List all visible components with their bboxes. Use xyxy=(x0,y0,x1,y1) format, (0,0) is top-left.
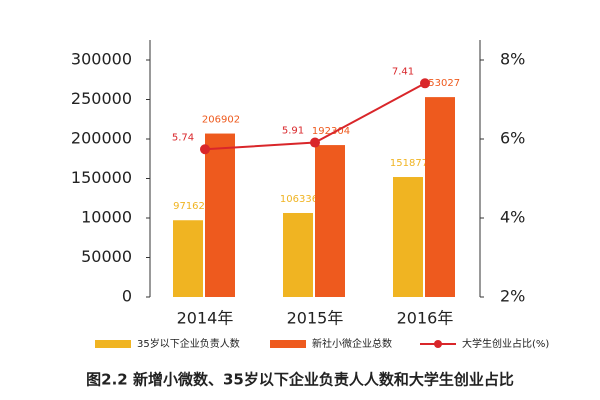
line-marker xyxy=(200,144,210,155)
bar xyxy=(315,145,345,297)
legend-label: 新社小微企业总数 xyxy=(312,337,392,350)
y-tick-label: 0 xyxy=(122,287,132,306)
y-tick-label: 50000 xyxy=(81,247,132,266)
bar-value-label: 253027 xyxy=(422,78,460,89)
y-tick-label: 10000 xyxy=(81,208,132,227)
x-tick-label: 2015年 xyxy=(287,309,344,328)
bar-value-label: 192304 xyxy=(312,126,350,137)
y2-tick-label: 6% xyxy=(500,129,525,148)
line-marker xyxy=(310,137,320,148)
bar xyxy=(425,97,455,297)
x-tick-label: 2016年 xyxy=(397,309,454,328)
bar xyxy=(173,220,203,297)
y-tick-label: 150000 xyxy=(71,168,132,187)
y-tick-label: 200000 xyxy=(71,129,132,148)
y2-tick-label: 4% xyxy=(500,208,525,227)
bar-value-label: 106336 xyxy=(280,194,318,205)
y-tick-label: 300000 xyxy=(71,50,132,69)
legend-swatch xyxy=(95,340,131,348)
y2-tick-label: 8% xyxy=(500,50,525,69)
bar-value-label: 151877 xyxy=(390,158,428,169)
y-tick-label: 250000 xyxy=(71,89,132,108)
caption: 图2.2 新增小微数、35岁以下企业负责人人数和大学生创业占比 xyxy=(86,371,514,389)
legend-label: 35岁以下企业负责人数 xyxy=(137,337,240,350)
legend-swatch-marker xyxy=(434,340,442,348)
bar xyxy=(283,212,313,297)
bar xyxy=(393,177,423,297)
y2-tick-label: 2% xyxy=(500,287,525,306)
legend-label: 大学生创业占比(%) xyxy=(462,337,549,350)
bar xyxy=(205,133,235,297)
bar-value-label: 206902 xyxy=(202,115,240,126)
bar-value-label: 97162 xyxy=(173,201,205,212)
x-tick-label: 2014年 xyxy=(177,309,234,328)
line-value-label: 5.74 xyxy=(172,132,194,143)
line-value-label: 5.91 xyxy=(282,126,304,137)
line-marker xyxy=(420,78,430,89)
line-value-label: 7.41 xyxy=(392,66,414,77)
legend-swatch xyxy=(270,340,306,348)
